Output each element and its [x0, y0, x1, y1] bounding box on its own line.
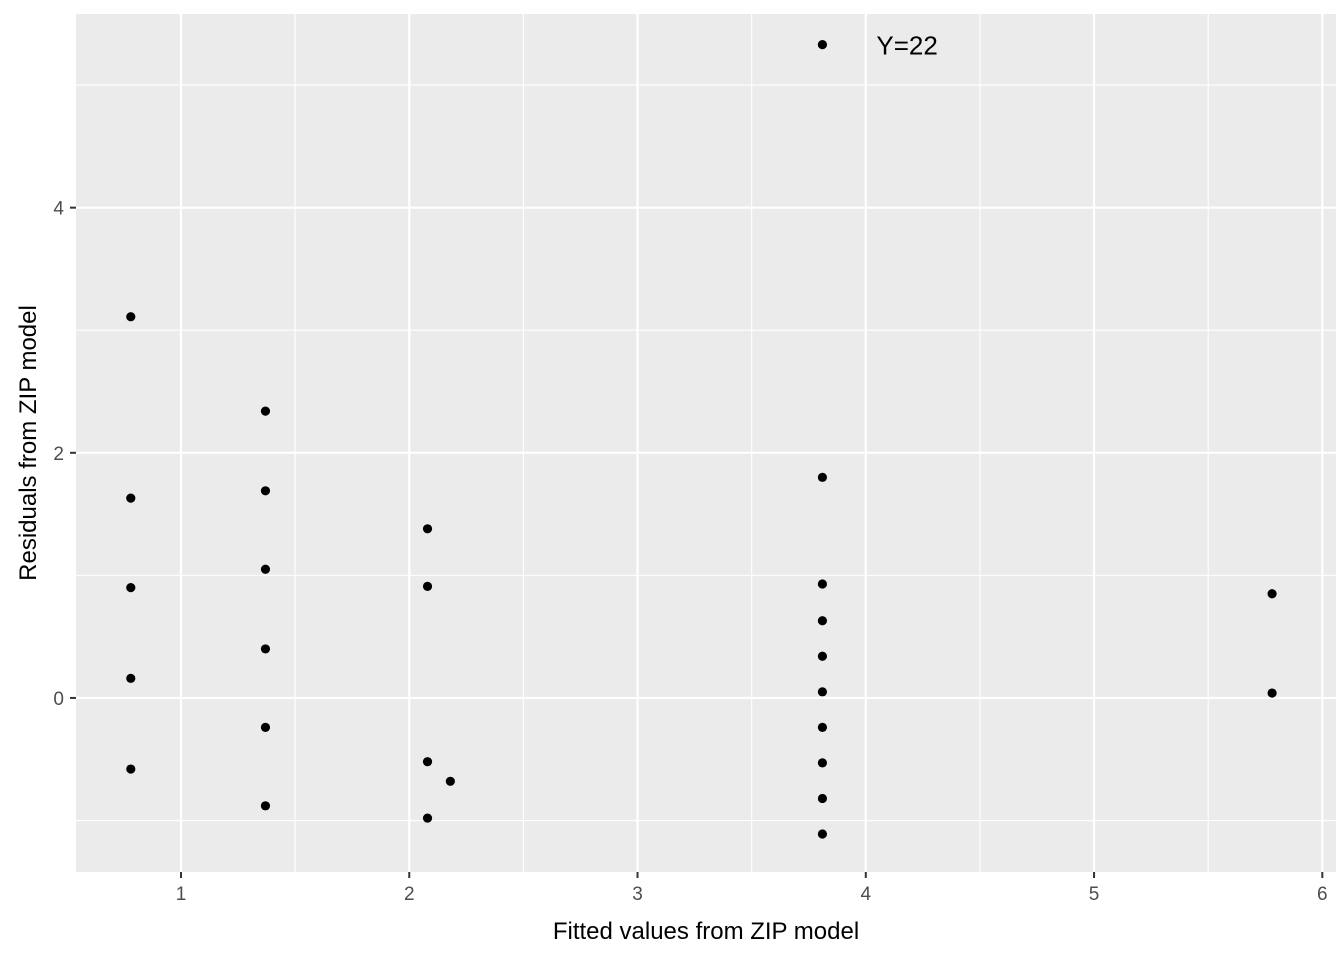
data-points — [126, 40, 1277, 839]
data-point — [422, 581, 433, 592]
data-point — [422, 757, 433, 767]
data-point — [126, 764, 136, 774]
data-point — [1267, 589, 1277, 599]
data-point — [126, 493, 136, 503]
point-annotation: Y=22 — [876, 31, 937, 61]
data-point — [817, 579, 828, 589]
data-point — [126, 673, 136, 683]
plot-panel — [76, 14, 1336, 872]
data-point — [817, 651, 828, 661]
data-point — [817, 793, 828, 804]
data-point — [817, 40, 828, 50]
minor-gridlines — [76, 14, 1336, 872]
data-point — [260, 406, 271, 416]
y-axis: 0 2 4 — [53, 199, 76, 710]
data-point — [817, 472, 828, 482]
data-point — [260, 486, 271, 496]
y-tick-label: 0 — [53, 689, 64, 710]
x-axis: 1 2 3 4 5 6 — [176, 872, 1328, 905]
x-axis-title: Fitted values from ZIP model — [553, 918, 859, 945]
data-point — [817, 758, 828, 768]
data-point — [817, 722, 828, 732]
data-point — [817, 616, 828, 626]
x-tick-label: 4 — [860, 884, 871, 905]
data-point — [126, 312, 136, 322]
data-point — [422, 813, 433, 823]
data-point — [260, 801, 271, 811]
annotations: Y=22 — [876, 31, 937, 61]
x-tick-label: 3 — [632, 884, 643, 905]
x-tick-label: 6 — [1317, 884, 1328, 905]
data-point — [817, 829, 828, 839]
data-point — [445, 776, 455, 786]
x-tick-label: 5 — [1089, 884, 1100, 905]
data-point — [260, 644, 271, 654]
data-point — [817, 687, 828, 697]
y-tick-label: 4 — [53, 199, 64, 220]
data-point — [260, 564, 271, 574]
major-gridlines — [76, 14, 1336, 872]
data-point — [126, 583, 136, 593]
x-tick-label: 2 — [404, 884, 415, 905]
y-tick-label: 2 — [53, 444, 64, 465]
y-axis-title: Residuals from ZIP model — [15, 305, 42, 581]
x-tick-label: 1 — [176, 884, 187, 905]
data-point — [1267, 688, 1277, 698]
data-point — [260, 722, 271, 732]
data-point — [422, 524, 433, 534]
